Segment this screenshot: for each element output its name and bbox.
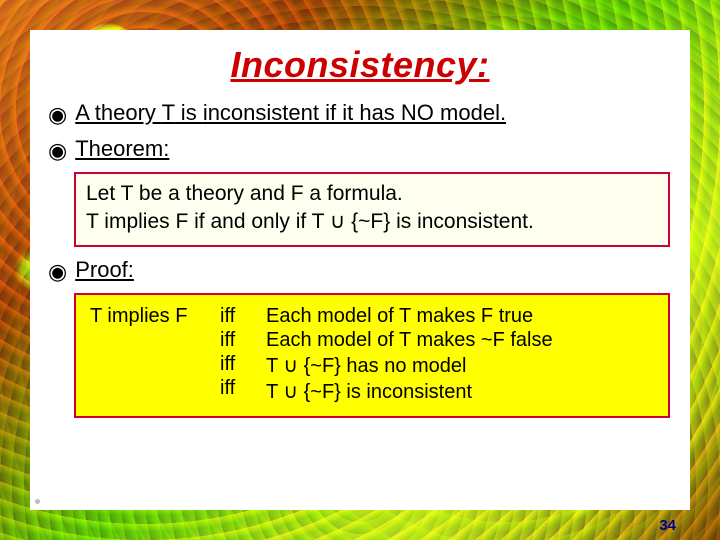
proof-box: T implies F iff iff iff iff Each model o… [74,293,670,418]
def-pre: A theory [75,100,161,125]
proof-iff: iff [220,329,254,352]
slide-content: Inconsistency: ◉ A theory T is inconsist… [30,30,690,510]
proof-rhs-line: Each model of T makes ~F false [266,329,553,352]
bullet-icon: ◉ [48,140,67,162]
proof-rhs-line: Each model of T makes F true [266,305,553,328]
theorem-line1: Let T be a theory and F a formula. [86,180,658,208]
proof-label: Proof: [75,257,134,283]
bullet-definition: ◉ A theory T is inconsistent if it has N… [48,100,680,126]
def-inconsistent: inconsistent [203,100,319,125]
theorem-label: Theorem: [75,136,169,162]
proof-iff: iff [220,353,254,376]
def-T: T [162,100,175,125]
bullet-icon: ◉ [48,104,67,126]
bullet-theorem: ◉ Theorem: [48,136,680,162]
bullet-icon: ◉ [48,261,67,283]
theorem-box: Let T be a theory and F a formula. T imp… [74,172,670,247]
slide-title: Inconsistency: [30,44,690,86]
page-number: 34 [659,517,676,534]
proof-rhs-column: Each model of T makes F true Each model … [266,305,553,404]
def-mid: is [175,100,203,125]
proof-iff: iff [220,377,254,400]
proof-rhs-line: T ∪ {~F} is inconsistent [266,379,553,404]
proof-row: T implies F iff iff iff iff Each model o… [90,305,656,404]
corner-marker [35,499,40,504]
proof-iff: iff [220,305,254,328]
bullet-proof: ◉ Proof: [48,257,680,283]
proof-rhs-line: T ∪ {~F} has no model [266,353,553,378]
def-post: if it has NO model. [319,100,506,125]
proof-lhs: T implies F [90,305,208,328]
proof-iff-column: iff iff iff iff [220,305,254,400]
theorem-line2: T implies F if and only if T ∪ {~F} is i… [86,208,658,236]
definition-text: A theory T is inconsistent if it has NO … [75,100,506,126]
